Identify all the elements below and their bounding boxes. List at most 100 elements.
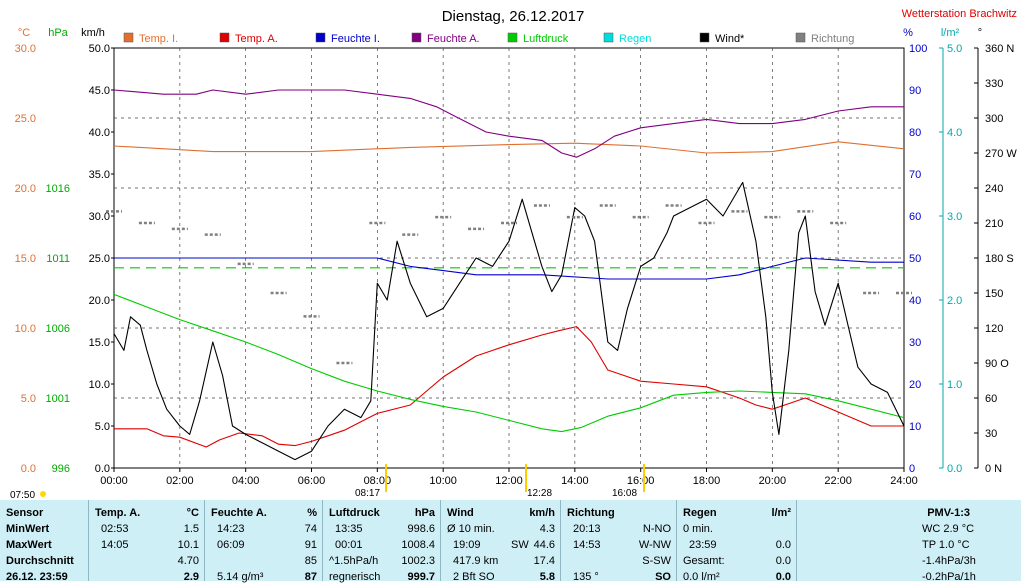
wind-axis-title: km/h xyxy=(81,27,105,39)
rain-tick-label: 0.0 xyxy=(947,463,962,475)
legend-label: Wind* xyxy=(715,33,745,45)
row-label: MinWert xyxy=(6,523,50,535)
cell-time: 14:23 xyxy=(217,523,245,535)
series-line-temp_in xyxy=(113,141,905,154)
cell-value: 17.4 xyxy=(533,555,555,567)
table-unit: % xyxy=(307,507,317,519)
legend: Temp. I. Temp. A. Feuchte I. Feuchte A. Luft… xyxy=(123,32,854,45)
humidity-tick-label: 40 xyxy=(909,295,921,307)
table-header: Feuchte A. xyxy=(211,507,267,519)
legend-label: Regen xyxy=(619,33,651,45)
direction-tick-label: 120 xyxy=(985,323,1003,335)
row-label: MaxWert xyxy=(6,539,52,551)
legend-swatch xyxy=(795,32,806,43)
table-col-direction: Richtung 20:13 N-NO 14:53 W-NW S-SW 135 ° S… xyxy=(560,500,677,583)
rain-axis-title: l/m² xyxy=(941,27,960,39)
wind-tick-label: 35.0 xyxy=(89,169,110,181)
temp-tick-label: 0.0 xyxy=(21,463,36,475)
cell-time: 00:01 xyxy=(335,539,363,551)
table-header: PMV-1:3 xyxy=(927,507,970,519)
series-line-wind xyxy=(113,181,905,461)
x-tick-label: 12:00 xyxy=(495,475,523,487)
cell-value: 1008.4 xyxy=(401,539,435,551)
cell-time: 23:59 xyxy=(689,539,717,551)
wind-tick-label: 50.0 xyxy=(89,43,110,55)
x-tick-label: 08:00 xyxy=(364,475,392,487)
direction-tick-label: 240 xyxy=(985,183,1003,195)
cell-value: N-NO xyxy=(642,523,671,535)
cell-time: 19:09 xyxy=(453,539,481,551)
legend-swatch xyxy=(411,32,422,43)
wind-tick-label: 20.0 xyxy=(89,295,110,307)
table-col-pmv: PMV-1:3 WC 2.9 °C TP 1.0 °C -1.4hPa/3h -… xyxy=(796,500,1021,583)
rain-tick-label: 4.0 xyxy=(947,127,962,139)
summary-table: Sensor MinWert MaxWert Durchschnitt 26.1… xyxy=(0,500,1021,583)
cell-value: 0.0 xyxy=(775,539,791,551)
tick-labels: 00:00 02:00 04:00 06:00 08:00 10:00 12:00 14:00… xyxy=(10,27,1017,500)
table-header: Wind xyxy=(447,507,474,519)
legend-label: Temp. I. xyxy=(139,33,178,45)
table-header: Temp. A. xyxy=(95,507,141,519)
cell-value: 91 xyxy=(304,539,317,551)
rain-tick-label: 3.0 xyxy=(947,211,962,223)
humidity-tick-label: 30 xyxy=(909,337,921,349)
humidity-tick-label: 50 xyxy=(909,253,921,265)
direction-tick-label: 210 xyxy=(985,218,1003,230)
wind-tick-label: 25.0 xyxy=(89,253,110,265)
direction-tick-label: 30 xyxy=(985,428,997,440)
annotation-label: 07:50 xyxy=(10,490,35,500)
legend-swatch xyxy=(603,32,614,43)
cell-time: 02:53 xyxy=(101,523,129,535)
direction-tick-label: 60 xyxy=(985,393,997,405)
humidity-tick-label: 20 xyxy=(909,379,921,391)
humidity-tick-label: 100 xyxy=(909,43,927,55)
temp-tick-label: 25.0 xyxy=(15,113,36,125)
axes xyxy=(111,47,979,472)
sunrise-marker xyxy=(40,491,46,497)
cell-value: 87 xyxy=(304,571,317,583)
direction-tick-label: 180 S xyxy=(985,253,1014,265)
cell-dir: SW xyxy=(511,539,529,551)
cell-time: 2 Bft SO xyxy=(453,571,495,583)
humidity-tick-label: 70 xyxy=(909,169,921,181)
weather-chart: 00:00 02:00 04:00 06:00 08:00 10:00 12:00 14:00… xyxy=(10,8,1017,500)
table-col-sensor: Sensor MinWert MaxWert Durchschnitt 26.1… xyxy=(0,500,88,583)
row-label: 26.12. 23:59 xyxy=(6,571,68,583)
x-tick-label: 18:00 xyxy=(693,475,721,487)
cell-time: 06:09 xyxy=(217,539,245,551)
wind-tick-label: 30.0 xyxy=(89,211,110,223)
humidity-tick-label: 90 xyxy=(909,85,921,97)
x-tick-label: 20:00 xyxy=(759,475,787,487)
wind-tick-label: 15.0 xyxy=(89,337,110,349)
legend-label: Feuchte A. xyxy=(427,33,480,45)
cell-value: 1.5 xyxy=(183,523,199,535)
annotation-label: 16:08 xyxy=(612,488,637,499)
series-line-temp_out xyxy=(114,326,904,448)
cell-value: 0.0 xyxy=(775,555,791,567)
table-col-wind: Wind km/h Ø 10 min. 4.3 19:09 SW 44.6 417.9 … xyxy=(440,500,561,583)
cell-time: Ø 10 min. xyxy=(447,523,495,535)
wind-tick-label: 0.0 xyxy=(95,463,110,475)
temp-tick-label: 30.0 xyxy=(15,43,36,55)
pressure-tick-label: 1016 xyxy=(46,183,70,195)
cell-trend: ^1.5hPa/h xyxy=(329,555,379,567)
pressure-tick-label: 1006 xyxy=(46,323,70,335)
table-col-pressure: Luftdruck hPa 13:35 998.6 00:01 1008.4 ^1.5… xyxy=(322,500,441,583)
direction-tick-label: 330 xyxy=(985,78,1003,90)
table-col-rain: Regen l/m² 0 min. 23:59 0.0 Gesamt: 0.0 0.0… xyxy=(676,500,797,583)
x-tick-label: 00:00 xyxy=(100,475,128,487)
rain-tick-label: 2.0 xyxy=(947,295,962,307)
direction-tick-label: 300 xyxy=(985,113,1003,125)
temp-axis-title: °C xyxy=(18,27,30,39)
temp-tick-label: 15.0 xyxy=(15,253,36,265)
table-unit: hPa xyxy=(414,507,435,519)
x-tick-label: 22:00 xyxy=(824,475,852,487)
cell-value: 999.7 xyxy=(407,571,435,583)
table-col-temp: Temp. A. °C 02:53 1.5 14:05 10.1 4.70 2.9 xyxy=(88,500,205,583)
humidity-tick-label: 10 xyxy=(909,421,921,433)
cell-value: S-SW xyxy=(642,555,671,567)
cell-value: 0.0 xyxy=(775,571,791,583)
series-line-hum_out xyxy=(113,89,904,158)
rain-tick-label: 1.0 xyxy=(947,379,962,391)
direction-axis-title: ° xyxy=(978,27,982,39)
